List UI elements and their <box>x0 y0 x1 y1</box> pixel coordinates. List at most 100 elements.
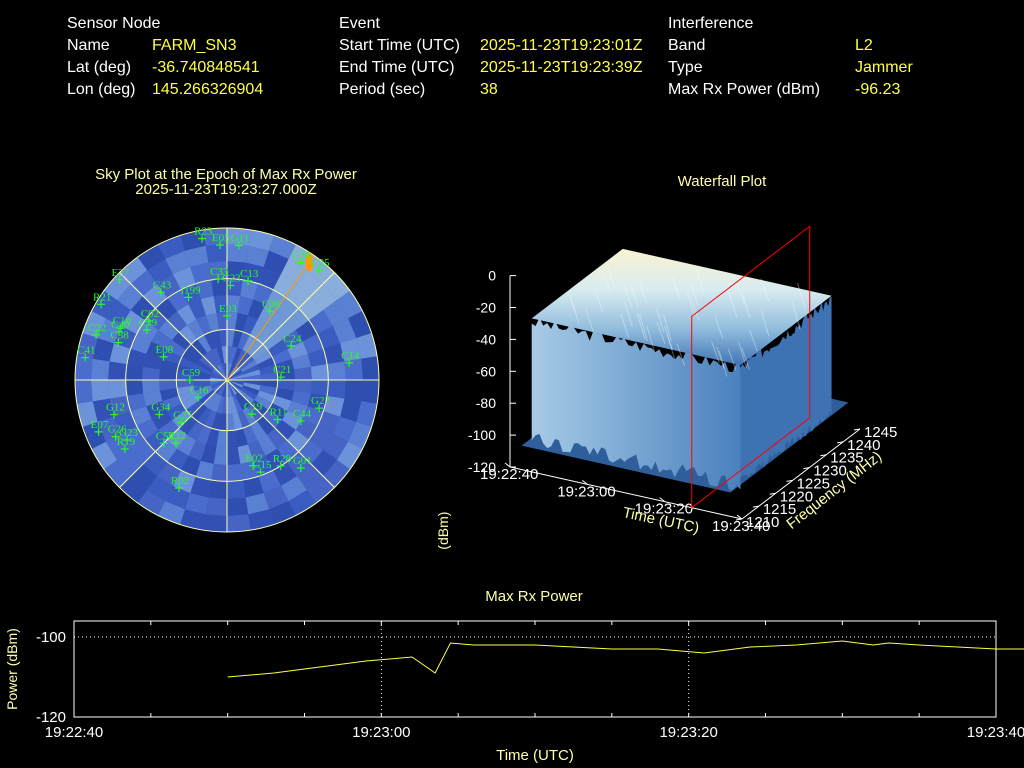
sky-tile <box>144 429 167 453</box>
x-tick-label: 19:23:00 <box>352 724 410 741</box>
surface-streak <box>686 291 696 317</box>
sky-tile <box>196 425 212 445</box>
sky-tile <box>203 514 227 532</box>
satellite-label: C19 <box>244 401 263 413</box>
max-rx-power-line <box>227 640 1024 678</box>
sky-tile <box>311 449 338 477</box>
surface-streak <box>585 308 594 333</box>
sky-tile <box>203 331 217 350</box>
sky-tile <box>256 324 276 344</box>
sky-tile <box>227 380 244 386</box>
sky-tile <box>199 355 215 371</box>
sky-tile <box>219 363 227 380</box>
sky-tile <box>240 387 258 400</box>
surface-streak <box>711 341 720 364</box>
sky-tile <box>227 346 233 364</box>
surface-streak <box>623 285 633 308</box>
sky-tile <box>154 297 178 320</box>
sky-tile <box>210 380 227 386</box>
azimuth-spoke <box>119 379 228 488</box>
sky-tile <box>276 440 300 463</box>
jammer-direction-marker <box>305 253 314 272</box>
x-axis-label: Time (UTC) <box>496 747 574 764</box>
satellite-marker <box>276 461 285 470</box>
sky-tile <box>254 395 273 410</box>
satellite-label: C41 <box>77 345 95 357</box>
surface-streak <box>727 348 737 371</box>
surface-streak <box>714 316 724 340</box>
sky-tile <box>251 399 269 417</box>
surface-streak <box>716 346 725 369</box>
type-label: Type <box>668 59 703 76</box>
sky-tile <box>243 380 261 386</box>
satellite-marker <box>296 416 305 425</box>
sky-tile <box>144 307 167 331</box>
surface-streak <box>741 292 751 318</box>
satellite-label: R28 <box>273 453 292 465</box>
sky-tile <box>193 380 211 386</box>
sky-tile <box>227 480 246 499</box>
sky-tile <box>129 333 152 354</box>
satellite-marker <box>123 436 132 445</box>
sky-tile <box>211 329 222 348</box>
sky-tile <box>197 334 212 353</box>
sky-tile <box>310 380 329 396</box>
sky-tile <box>221 346 227 364</box>
surface-streak <box>760 309 770 337</box>
sky-tile <box>130 269 158 296</box>
sky-tile <box>194 364 212 375</box>
sky-tile <box>208 480 227 499</box>
sky-tile <box>260 380 278 388</box>
sky-tile <box>275 358 295 373</box>
lon-value: 145.266326904 <box>152 81 264 98</box>
power-line-chart: 19:22:40 19:23:00 19:23:20 19:23:40 -100 -120… <box>4 620 1024 764</box>
sky-tile <box>227 228 251 246</box>
x-tick-label: 19:23:40 <box>967 724 1024 741</box>
sky-tile <box>327 361 346 380</box>
surface-streak <box>639 313 648 342</box>
sky-tile <box>108 380 127 399</box>
sky-tile <box>281 258 307 284</box>
sky-tile <box>257 390 276 404</box>
sky-tile <box>232 395 243 413</box>
sky-tile <box>109 395 130 417</box>
sky-tile <box>227 244 249 263</box>
sky-tile <box>116 449 143 477</box>
sky-tile <box>263 250 289 274</box>
period-value: 38 <box>480 81 498 98</box>
satellite-marker <box>159 439 168 448</box>
sky-tile <box>227 514 251 532</box>
sky-tile <box>211 370 227 380</box>
sky-tile <box>118 476 148 504</box>
surface-streak <box>718 350 728 377</box>
sky-tile <box>146 341 167 359</box>
surface-streak <box>749 329 758 352</box>
sky-tile <box>258 266 282 290</box>
time-tick-label: 19:23:40 <box>712 518 770 535</box>
sky-tile <box>142 380 160 394</box>
surface-streak <box>636 312 646 340</box>
frequency-tick-label: 1210 <box>746 514 779 531</box>
satellite-label: G11 <box>231 232 250 244</box>
sky-tile <box>165 486 191 510</box>
sky-tile <box>272 349 292 365</box>
sky-tile <box>176 364 195 375</box>
sky-tile <box>243 374 261 380</box>
sky-tile <box>210 380 227 383</box>
psd-tick-label: -100 <box>468 427 496 443</box>
sky-tile <box>227 380 235 397</box>
sky-tile <box>340 398 362 423</box>
sky-tile <box>125 380 144 396</box>
sky-tile <box>234 312 249 332</box>
time-tick <box>659 497 665 503</box>
surface-streak <box>570 299 580 325</box>
sky-tile <box>229 346 238 364</box>
sky-tile <box>162 395 182 411</box>
y-tick-label: -120 <box>36 709 66 726</box>
band-value: L2 <box>855 37 873 54</box>
sky-tile <box>200 296 217 316</box>
sky-tile <box>227 329 235 347</box>
azimuth-spoke <box>226 272 335 381</box>
sky-tile <box>356 332 379 359</box>
sky-tile <box>310 364 329 380</box>
